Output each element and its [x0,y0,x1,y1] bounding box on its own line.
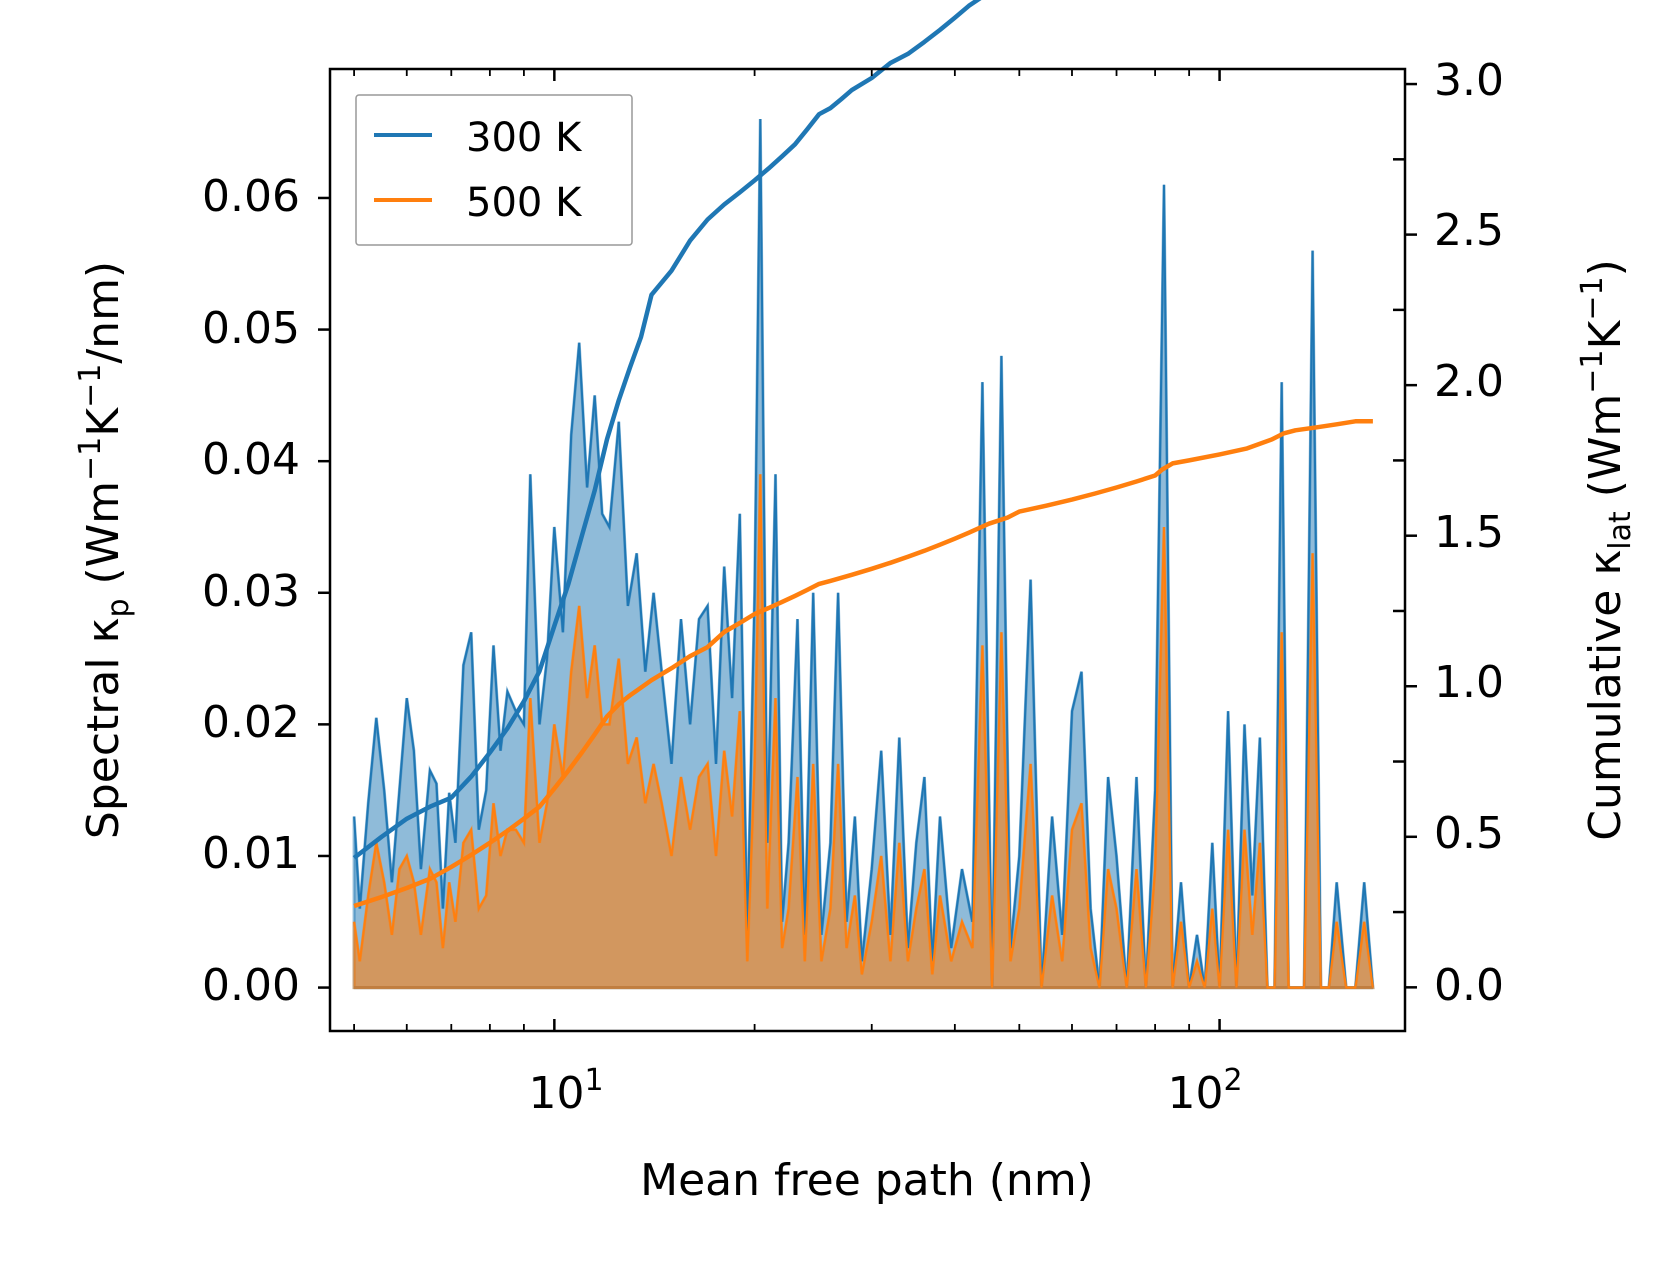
spectral-line-500k [353,474,1374,989]
right-tick-label: 1.0 [1434,657,1504,708]
x-axis-ticks [353,69,1221,1031]
left-tick-label: 0.04 [202,434,300,485]
x-tick-label-100: 102 [1167,1063,1242,1119]
x-axis-label: Mean free path (nm) [640,1155,1094,1206]
cumulative-line-500k [353,419,1373,909]
legend: 300 K 500 K [355,94,633,246]
cumulative-line-300k [352,0,982,860]
right-tick-label: 3.0 [1434,55,1504,106]
right-tick-label: 1.5 [1434,507,1504,558]
right-tick-labels: 0.0 0.5 1.0 1.5 2.0 2.5 3.0 [1434,55,1504,1011]
left-axis-label: Spectral κp (Wm−1K−1/nm) [73,261,136,839]
cumulative-lines [352,0,1373,909]
right-tick-label: 0.5 [1434,808,1504,859]
left-tick-label: 0.00 [202,960,300,1011]
spectral-line-300k [353,118,1374,989]
plot-frame [328,67,1407,1033]
x-tick-label-10: 101 [528,1063,603,1119]
right-tick-label: 0.0 [1434,960,1504,1011]
legend-box [355,94,633,246]
legend-label-500k: 500 K [466,180,583,226]
right-axis-ticks [1393,82,1417,989]
left-tick-label: 0.02 [202,697,300,748]
left-tick-label: 0.01 [202,828,300,879]
left-tick-label: 0.03 [202,566,300,617]
left-tick-label: 0.05 [202,303,300,354]
left-tick-label: 0.06 [202,171,300,222]
left-tick-labels: 0.00 0.01 0.02 0.03 0.04 0.05 0.06 [202,171,300,1011]
x-tick-labels: 101 102 [528,1063,1242,1119]
right-tick-label: 2.0 [1434,356,1504,407]
spectral-fills [352,118,1375,990]
left-axis-ticks [318,196,330,989]
spectral-lines [353,118,1374,990]
right-tick-label: 2.5 [1434,205,1504,256]
legend-label-300k: 300 K [466,115,583,161]
right-axis-label: Cumulative κlat (Wm−1K−1) [1575,259,1638,841]
